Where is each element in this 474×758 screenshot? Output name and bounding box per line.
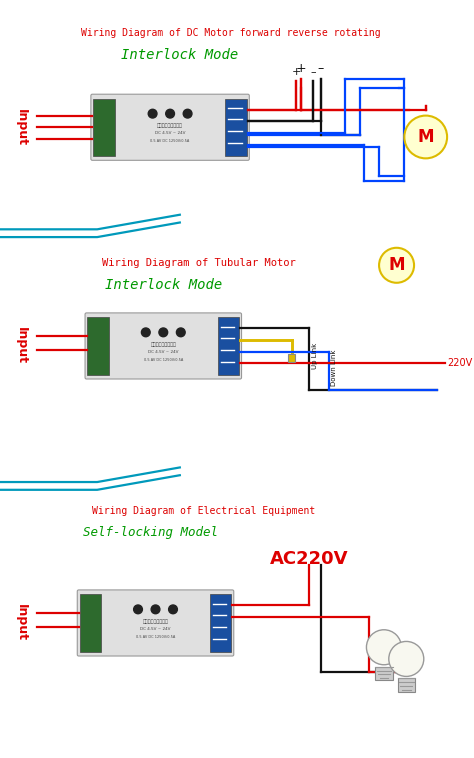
Circle shape xyxy=(159,328,168,337)
Text: AC220V: AC220V xyxy=(270,550,348,568)
Bar xyxy=(93,99,115,156)
Text: 手机远程遥控控制器: 手机远程遥控控制器 xyxy=(143,619,168,624)
Text: 0.5 AV DC 1250V/0.5A: 0.5 AV DC 1250V/0.5A xyxy=(136,634,175,638)
Text: DC 4.5V ~ 24V: DC 4.5V ~ 24V xyxy=(148,349,179,354)
Circle shape xyxy=(148,109,157,118)
Text: 手机远程遥控控制器: 手机远程遥控控制器 xyxy=(157,123,183,128)
Text: Interlock Mode: Interlock Mode xyxy=(105,278,222,292)
FancyBboxPatch shape xyxy=(91,94,249,160)
Text: Self-locking Model: Self-locking Model xyxy=(83,526,218,539)
Text: Input: Input xyxy=(15,327,28,365)
Bar xyxy=(80,594,101,652)
Circle shape xyxy=(169,605,177,614)
Text: DC 4.5V ~ 24V: DC 4.5V ~ 24V xyxy=(155,131,185,135)
Text: 手机远程遥控控制器: 手机远程遥控控制器 xyxy=(150,342,176,346)
Circle shape xyxy=(366,630,401,665)
Circle shape xyxy=(183,109,192,118)
Text: Wiring Diagram of DC Motor forward reverse rotating: Wiring Diagram of DC Motor forward rever… xyxy=(81,28,380,38)
Bar xyxy=(210,594,231,652)
Circle shape xyxy=(141,328,150,337)
Circle shape xyxy=(404,116,447,158)
Circle shape xyxy=(176,328,185,337)
Circle shape xyxy=(134,605,142,614)
Circle shape xyxy=(151,605,160,614)
Text: 0.5 AV DC 1250V/0.5A: 0.5 AV DC 1250V/0.5A xyxy=(150,139,190,143)
Text: –: – xyxy=(310,67,316,77)
Bar xyxy=(88,318,109,374)
Text: Up Link: Up Link xyxy=(312,343,318,369)
Text: –: – xyxy=(318,61,324,75)
FancyBboxPatch shape xyxy=(85,313,242,379)
Bar xyxy=(398,678,415,692)
Text: Wiring Diagram of Electrical Equipment: Wiring Diagram of Electrical Equipment xyxy=(92,506,316,516)
Bar xyxy=(288,354,295,362)
Text: Wiring Diagram of Tubular Motor: Wiring Diagram of Tubular Motor xyxy=(102,258,296,268)
Text: M: M xyxy=(388,256,405,274)
Bar xyxy=(226,99,247,156)
Text: Input: Input xyxy=(15,108,28,146)
FancyBboxPatch shape xyxy=(77,590,234,656)
Text: M: M xyxy=(418,128,434,146)
Bar xyxy=(375,667,392,681)
Text: 220V: 220V xyxy=(447,359,473,368)
Circle shape xyxy=(166,109,174,118)
Text: Down Link: Down Link xyxy=(331,349,337,386)
Text: DC 4.5V ~ 24V: DC 4.5V ~ 24V xyxy=(140,627,171,631)
Circle shape xyxy=(389,641,424,676)
Text: Input: Input xyxy=(15,604,28,641)
Text: +: + xyxy=(292,67,301,77)
Circle shape xyxy=(379,248,414,283)
Bar xyxy=(218,318,239,374)
Text: Interlock Mode: Interlock Mode xyxy=(121,48,238,61)
Text: 0.5 AV DC 1250V/0.5A: 0.5 AV DC 1250V/0.5A xyxy=(144,358,183,362)
Text: +: + xyxy=(296,61,307,75)
